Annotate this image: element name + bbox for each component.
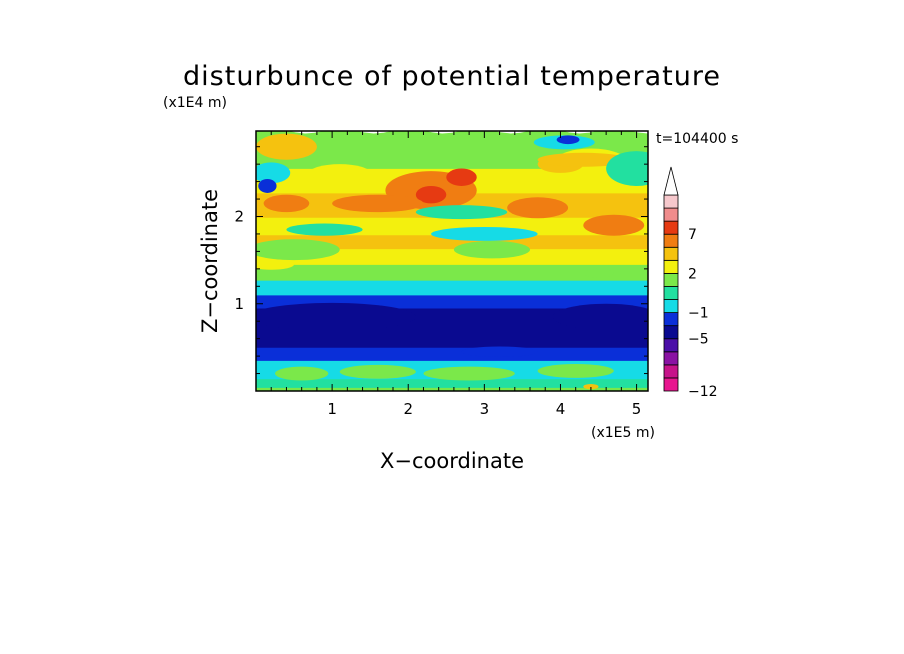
colorbar-segment [663, 364, 679, 379]
colorbar-segment [663, 233, 679, 248]
contour-features [256, 133, 648, 390]
contour-plot-area [256, 131, 648, 391]
plot-frame [255, 130, 649, 392]
contour-feature [583, 384, 599, 390]
y-axis-unit: (x1E4 m) [163, 95, 227, 111]
colorbar-segment [663, 299, 679, 313]
colorbar-tick-label: 7 [688, 227, 697, 243]
contour-feature [256, 239, 340, 261]
x-axis-label: X−coordinate [380, 449, 524, 473]
contour-feature [263, 194, 310, 213]
colorbar-segment [663, 207, 679, 222]
y-tick-label: 2 [234, 208, 244, 226]
contour-feature [453, 240, 531, 259]
contour-feature [258, 178, 277, 193]
contour-feature [256, 133, 317, 160]
colorbar-extend-arrow [663, 166, 679, 196]
contour-feature [256, 162, 291, 184]
y-axis-ticks: 12 [234, 146, 648, 375]
contour-feature [256, 302, 416, 331]
colorbar-segment [663, 259, 679, 274]
colorbar-segment [663, 377, 679, 392]
contour-feature [461, 346, 538, 357]
contour-feature [583, 268, 614, 278]
colorbar-segment [663, 220, 679, 235]
colorbar-ticks: −12−5−127 [688, 227, 718, 400]
contour-feature [275, 366, 329, 381]
contour-feature [606, 151, 648, 186]
contour-feature [309, 164, 371, 182]
contour-feature [583, 214, 645, 236]
contour-feature [415, 205, 508, 220]
colorbar-segment [663, 272, 679, 287]
contour-feature [415, 185, 447, 204]
chart-title: disturbunce of potential temperature [183, 61, 721, 92]
contour-feature [431, 226, 538, 241]
colorbar-segment [663, 194, 679, 209]
contour-feature [332, 194, 424, 213]
time-label: t=104400 s [656, 131, 738, 147]
colorbar-segment [663, 351, 679, 366]
contour-feature [556, 135, 580, 145]
colorbar-segment [663, 338, 679, 353]
contour-feature [537, 152, 629, 167]
x-tick-label: 5 [632, 400, 642, 418]
colorbar-segment [663, 246, 679, 261]
x-axis-ticks: 1 2 3 4 5 [270, 131, 642, 418]
contour-feature [423, 366, 515, 381]
colorbar [663, 166, 679, 392]
x-tick-label: 2 [403, 400, 413, 418]
colorbar-segment [663, 312, 679, 327]
contour-feature [507, 197, 569, 219]
colorbar-segment [663, 286, 679, 300]
contour-feature [339, 364, 416, 379]
y-axis-label: Z−coordinate [198, 189, 222, 333]
x-tick-label: 1 [327, 400, 337, 418]
colorbar-tick-label: −12 [688, 384, 718, 400]
colorbar-tick-label: 2 [688, 266, 697, 282]
colorbar-tick-label: −1 [688, 306, 709, 322]
x-tick-label: 3 [480, 400, 490, 418]
x-tick-label: 4 [556, 400, 566, 418]
colorbar-segment [663, 325, 679, 340]
contour-feature [537, 363, 614, 378]
y-tick-label: 1 [234, 295, 244, 313]
contour-feature [446, 168, 477, 186]
contour-feature [552, 303, 648, 330]
contour-feature [286, 223, 363, 236]
contour-feature [256, 259, 295, 270]
colorbar-tick-label: −5 [688, 332, 709, 348]
x-axis-unit: (x1E5 m) [591, 425, 655, 441]
